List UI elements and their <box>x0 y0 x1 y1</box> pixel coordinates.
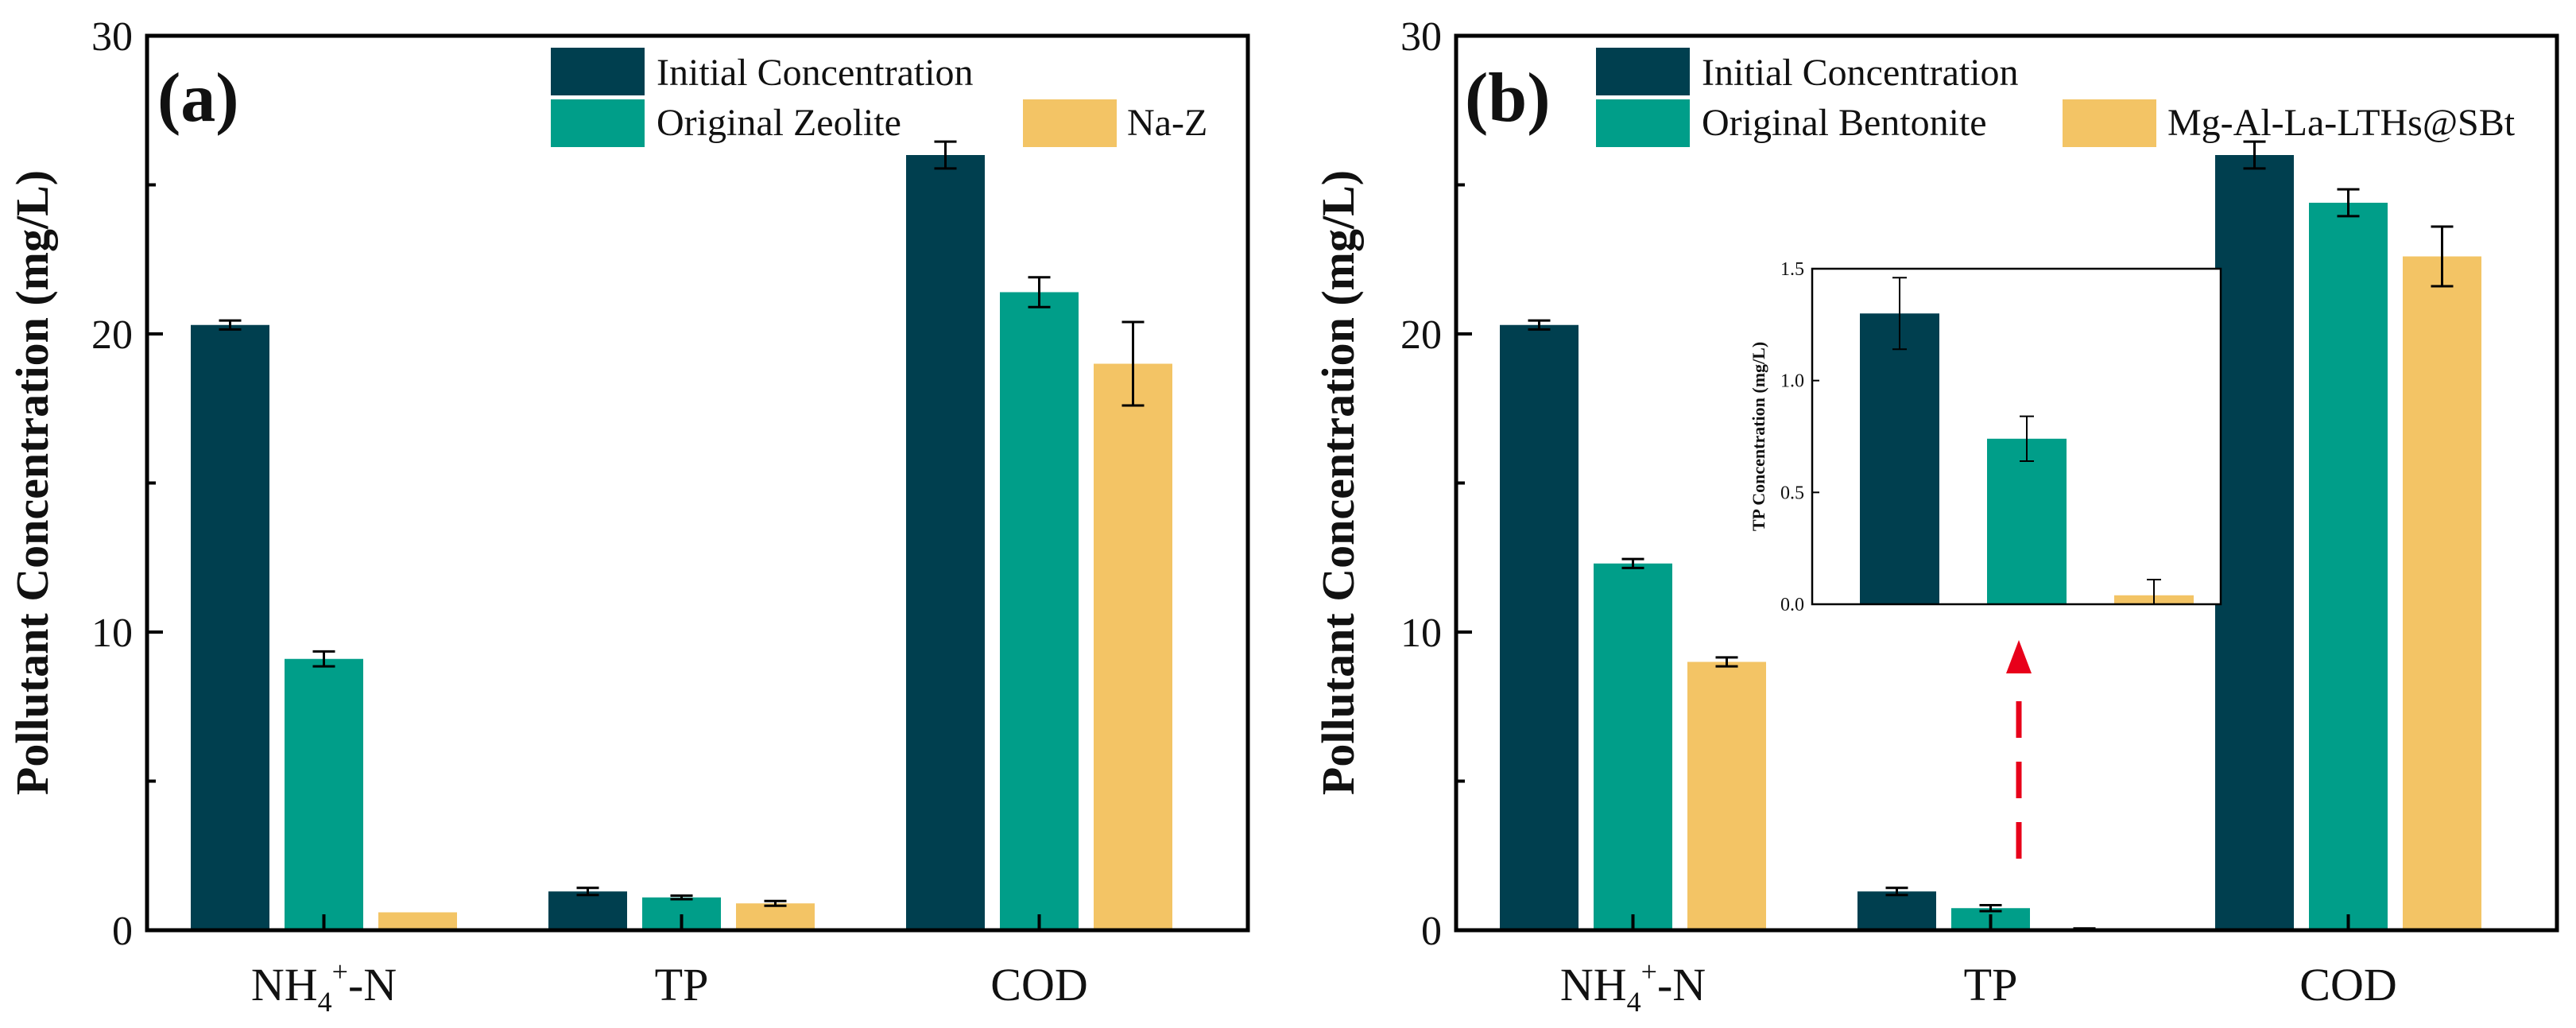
panel-b-error-bar <box>1621 557 1644 569</box>
panel-a-bar-cod-series-3 <box>1094 363 1172 930</box>
panel-a-error-bar <box>934 140 957 170</box>
panel-b-y-tick-label: 30 <box>1400 14 1442 60</box>
inset-y-tick-label: 1.0 <box>1780 371 1804 392</box>
inset-bar-series-1 <box>1860 313 1939 604</box>
panel-b-bar-nh4n-series-2 <box>1594 563 1672 930</box>
panel-b-bar-nh4n-series-1 <box>1500 324 1579 930</box>
panel-a-legend-label-zeolite: Original Zeolite <box>657 102 901 144</box>
inset-pointer-arrow <box>2006 640 2032 859</box>
panel-b-bar-tp-series-1 <box>1857 891 1936 930</box>
panel-a-bar-nh4n-series-2 <box>285 658 363 930</box>
panel-b-error-bar <box>2337 188 2360 218</box>
panel-a-y-axis-title: Pollutant Concentration (mg/L) <box>6 170 58 795</box>
panel-b-x-ticks: NH4+-N TP COD <box>1560 914 2397 1018</box>
panel-a-legend-label-na-z: Na-Z <box>1127 102 1207 144</box>
panel-b-error-bar <box>2243 140 2266 170</box>
inset-bar-series-2 <box>1987 438 2067 604</box>
panel-a-error-bar <box>312 650 335 668</box>
panel-b-y-tick-label: 0 <box>1421 909 1442 954</box>
inset-error-bar <box>1892 277 1907 351</box>
panel-b-legend-label-initial: Initial Concentration <box>1702 52 2019 94</box>
panel-a-y-tick-label: 0 <box>112 909 133 954</box>
panel-b-y-axis-title: Pollutant Concentration (mg/L) <box>1312 170 1364 795</box>
panel-a-legend: Initial Concentration Original Zeolite N… <box>551 48 1207 147</box>
panel-a-category-label: COD <box>990 959 1087 1011</box>
panel-a-label: (a) <box>157 60 239 137</box>
panel-b-y-ticks: 0 10 20 30 <box>1400 14 1472 954</box>
inset-error-bar <box>2020 415 2034 462</box>
panel-b-inset-chart: 0.0 0.5 1.0 1.5 TP Concentration (mg/L) <box>1749 259 2222 615</box>
panel-a: 0 10 20 30 NH4+-N TP COD Pollutant Concentrat… <box>6 14 1250 1018</box>
panel-b-bars <box>1500 155 2481 930</box>
panel-a-y-tick-label: 10 <box>91 611 133 656</box>
panel-a-bar-tp-series-3 <box>736 903 815 930</box>
panel-b-error-bar <box>1885 886 1908 897</box>
panel-a-error-bar <box>1028 276 1051 308</box>
panel-a-category-label: TP <box>655 959 709 1011</box>
panel-b-y-tick-label: 10 <box>1400 611 1442 656</box>
inset-y-tick-label: 0.0 <box>1780 595 1804 615</box>
panel-a-legend-swatch-zeolite <box>551 99 645 147</box>
panel-a-error-bar <box>219 319 242 331</box>
panel-b-category-label: COD <box>2299 959 2396 1011</box>
panel-b-legend-swatch-initial <box>1596 48 1690 95</box>
panel-a-legend-swatch-na-z <box>1023 99 1117 147</box>
inset-y-tick-label: 0.5 <box>1780 483 1804 503</box>
panel-a-error-bar <box>764 899 787 907</box>
inset-y-axis-title: TP Concentration (mg/L) <box>1749 342 1768 531</box>
panel-a-bar-cod-series-2 <box>1000 292 1079 930</box>
panel-a-bar-nh4n-series-1 <box>191 324 269 930</box>
panel-b-legend-swatch-bentonite <box>1596 99 1690 147</box>
panel-a-legend-swatch-initial <box>551 48 645 95</box>
panel-b-legend-label-bentonite: Original Bentonite <box>1702 102 1987 144</box>
panel-b-bar-cod-series-1 <box>2215 155 2294 930</box>
inset-y-ticks: 0.0 0.5 1.0 1.5 <box>1780 259 1819 615</box>
panel-a-category-label: NH4+-N <box>251 956 397 1018</box>
panel-b-legend-swatch-composite <box>2063 99 2156 147</box>
panel-b-bar-nh4n-series-3 <box>1687 661 1766 930</box>
panel-b-category-label: NH4+-N <box>1560 956 1706 1018</box>
panel-a-legend-label-initial: Initial Concentration <box>657 52 974 94</box>
panel-b-label: (b) <box>1465 60 1551 137</box>
panel-a-error-bars <box>219 140 1145 907</box>
panel-a-y-tick-label: 30 <box>91 14 133 60</box>
panel-b-legend-label-composite: Mg-Al-La-LTHs@SBt <box>2167 102 2516 144</box>
panel-b-error-bar <box>1528 319 1551 331</box>
panel-b-category-label: TP <box>1964 959 2018 1011</box>
panel-a-bars <box>191 155 1172 930</box>
panel-b-error-bar <box>1715 656 1738 668</box>
panel-a-x-ticks: NH4+-N TP COD <box>251 914 1088 1018</box>
panel-b: 0 10 20 30 NH4+-N TP COD Pollutant Concentrat… <box>1312 14 2559 1018</box>
panel-a-bar-nh4n-series-3 <box>378 912 457 930</box>
panel-a-error-bar <box>576 886 599 897</box>
panel-a-y-ticks: 0 10 20 30 <box>91 14 163 954</box>
panel-b-legend: Initial Concentration Original Bentonite… <box>1596 48 2516 147</box>
panel-a-error-bar <box>670 894 693 901</box>
panel-a-bar-cod-series-1 <box>906 155 985 930</box>
inset-y-tick-label: 1.5 <box>1780 259 1804 280</box>
panel-a-y-tick-label: 20 <box>91 312 133 358</box>
panel-b-bar-cod-series-3 <box>2403 256 2481 930</box>
panel-b-error-bar <box>2431 225 2454 288</box>
inset-plot-frame <box>1811 267 2222 606</box>
panel-b-error-bar <box>1979 904 2002 913</box>
panel-a-bar-tp-series-1 <box>548 891 627 930</box>
panel-b-y-tick-label: 20 <box>1400 312 1442 358</box>
panel-b-bar-cod-series-2 <box>2309 203 2388 930</box>
panel-a-error-bar <box>1121 320 1145 407</box>
